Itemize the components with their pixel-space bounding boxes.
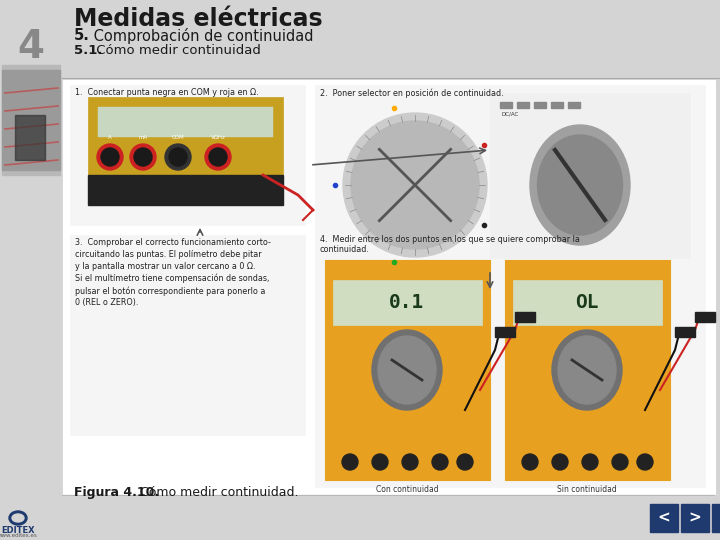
Text: Figura 4.10.: Figura 4.10. [74, 486, 159, 499]
Text: >: > [688, 510, 701, 525]
Text: Cómo medir continuidad: Cómo medir continuidad [92, 44, 261, 57]
Circle shape [130, 144, 156, 170]
Text: A: A [108, 135, 112, 140]
Text: 4.  Medir entre los dos puntos en los que se quiere comprobar la
continuidad.: 4. Medir entre los dos puntos en los que… [320, 235, 580, 254]
Bar [568, 102, 580, 108]
Text: 1.  Conectar punta negra en COM y roja en Ω.: 1. Conectar punta negra en COM y roja en… [75, 88, 258, 97]
Text: mA: mA [138, 135, 148, 140]
Bar [495, 327, 515, 337]
Text: 2.  Poner selector en posición de continuidad.: 2. Poner selector en posición de continu… [320, 88, 503, 98]
Circle shape [343, 113, 487, 257]
Bar [2, 70, 60, 170]
Bar [675, 327, 695, 337]
Bar [551, 102, 563, 108]
Circle shape [582, 454, 598, 470]
Ellipse shape [552, 330, 622, 410]
Circle shape [169, 148, 187, 166]
Circle shape [457, 454, 473, 470]
Circle shape [101, 148, 119, 166]
Text: EDITEX: EDITEX [1, 526, 35, 535]
Bar [695, 312, 715, 322]
Bar [515, 312, 535, 322]
Text: Sin continuidad: Sin continuidad [557, 485, 617, 494]
Bar [517, 102, 529, 108]
Bar [650, 504, 678, 532]
Text: 3.  Comprobar el correcto funcionamiento corto-
circuitando las puntas. El polím: 3. Comprobar el correcto funcionamiento … [75, 238, 271, 307]
Text: VΩHz: VΩHz [210, 135, 225, 140]
Ellipse shape [530, 125, 630, 245]
Bar [88, 97, 283, 205]
Bar [315, 232, 705, 487]
Text: DC/AC: DC/AC [501, 111, 518, 116]
Ellipse shape [372, 330, 442, 410]
Circle shape [97, 144, 123, 170]
Text: 5.: 5. [74, 28, 90, 43]
Circle shape [342, 454, 358, 470]
Bar [62, 0, 720, 78]
Text: Con continuidad: Con continuidad [376, 485, 438, 494]
Bar [88, 175, 283, 205]
Circle shape [205, 144, 231, 170]
Circle shape [372, 454, 388, 470]
Text: Comprobación de continuidad: Comprobación de continuidad [89, 28, 313, 44]
Bar [0, 495, 720, 540]
Circle shape [612, 454, 628, 470]
Ellipse shape [558, 336, 616, 404]
Ellipse shape [9, 511, 27, 525]
Circle shape [165, 144, 191, 170]
Ellipse shape [538, 135, 623, 235]
Circle shape [402, 454, 418, 470]
Circle shape [351, 121, 479, 249]
Text: 5.1.: 5.1. [74, 44, 102, 57]
Bar [98, 107, 273, 137]
Text: 4: 4 [17, 28, 45, 66]
Circle shape [522, 454, 538, 470]
Bar [500, 102, 512, 108]
Text: COM: COM [171, 135, 184, 140]
Bar [490, 93, 690, 258]
Bar [70, 85, 305, 225]
Bar [681, 504, 709, 532]
Bar [333, 280, 482, 325]
Bar [513, 280, 662, 325]
Text: Cómo medir continuidad.: Cómo medir continuidad. [136, 486, 299, 499]
Text: www.editex.es: www.editex.es [0, 533, 38, 538]
Text: OL: OL [575, 293, 599, 312]
Bar [15, 115, 45, 160]
Bar [63, 80, 715, 495]
Text: <: < [657, 510, 670, 525]
Ellipse shape [12, 514, 24, 522]
Circle shape [134, 148, 152, 166]
Bar [505, 260, 670, 480]
Ellipse shape [378, 336, 436, 404]
Circle shape [637, 454, 653, 470]
Bar [70, 235, 305, 435]
Bar [534, 102, 546, 108]
Bar [0, 0, 62, 540]
Text: Medidas eléctricas: Medidas eléctricas [74, 7, 323, 31]
Circle shape [432, 454, 448, 470]
Bar [315, 85, 705, 270]
Circle shape [552, 454, 568, 470]
Bar [325, 260, 490, 480]
Text: 0.1: 0.1 [390, 293, 425, 312]
Bar [2, 65, 60, 175]
Circle shape [209, 148, 227, 166]
Bar [712, 504, 720, 532]
